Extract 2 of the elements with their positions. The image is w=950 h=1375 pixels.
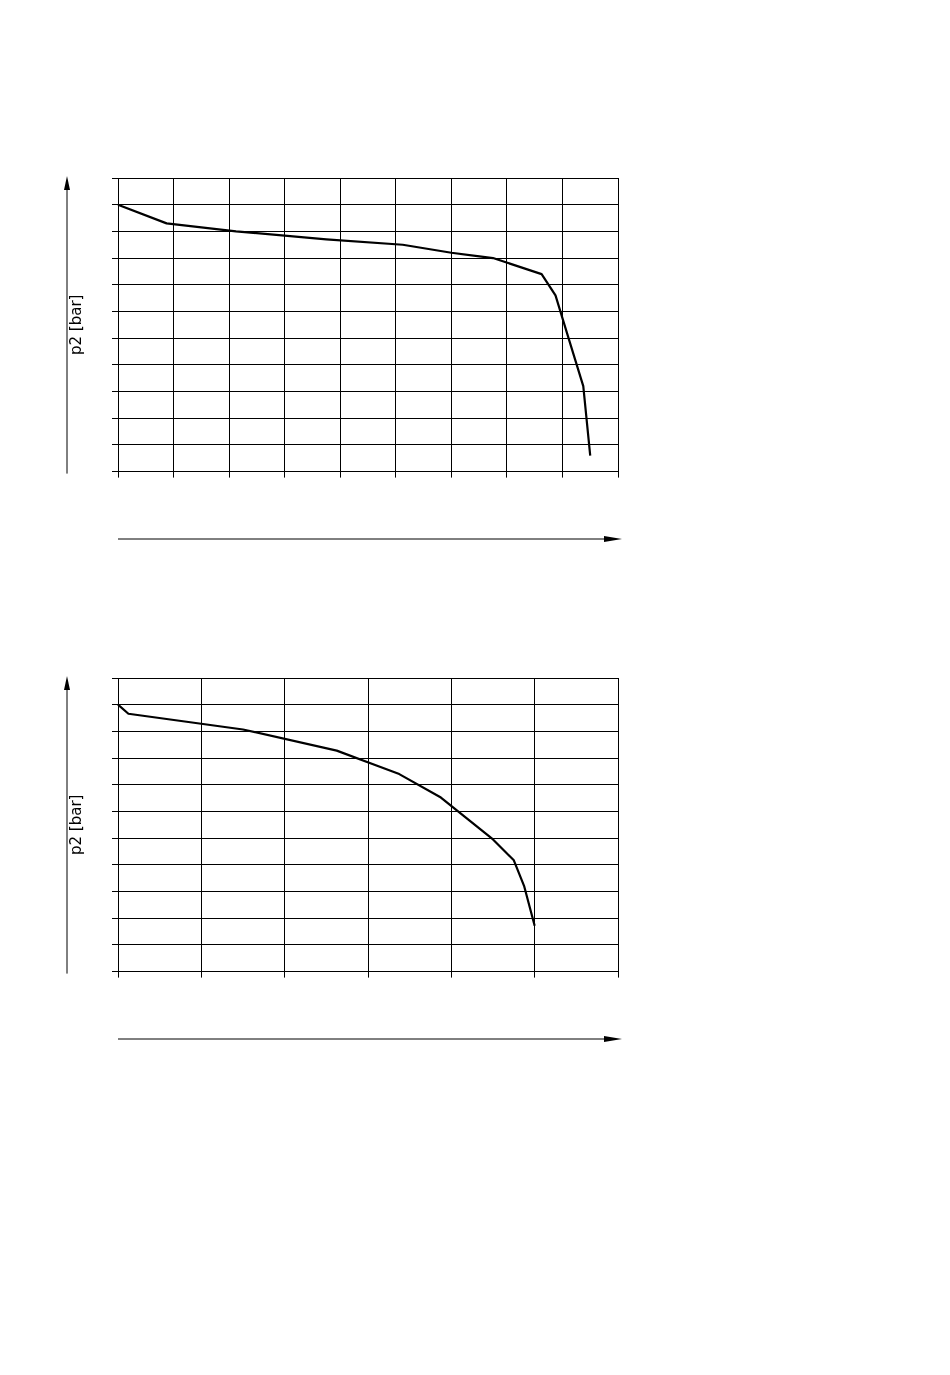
y-axis-title: p2 [bar]: [66, 794, 85, 856]
y-axis-title: p2 [bar]: [66, 294, 85, 356]
